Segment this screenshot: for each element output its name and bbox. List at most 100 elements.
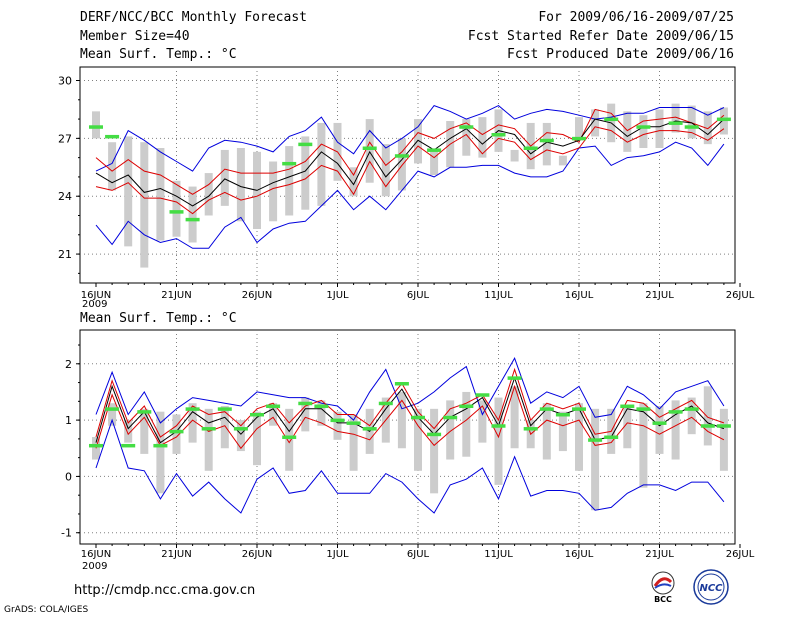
variable-label: Mean Surf. Temp.: °C bbox=[80, 47, 237, 62]
observed-marker bbox=[459, 125, 474, 129]
x-tick-label: 21JUN bbox=[161, 290, 191, 301]
plot-frame bbox=[79, 66, 736, 284]
y-tick-label: 24 bbox=[58, 190, 72, 203]
x-tick-label: 1JUL bbox=[326, 290, 349, 301]
observed-marker bbox=[298, 401, 313, 406]
y-tick-label: 21 bbox=[58, 248, 72, 261]
x-year-label: 2009 bbox=[82, 561, 107, 572]
upper-spread-line bbox=[95, 367, 725, 438]
range-bar bbox=[317, 122, 326, 206]
range-bar bbox=[285, 408, 294, 471]
range-bar bbox=[575, 117, 583, 139]
range-bar bbox=[430, 408, 439, 494]
observed-marker bbox=[394, 382, 409, 386]
range-bar bbox=[92, 111, 100, 139]
observed-marker bbox=[427, 148, 442, 152]
range-bar bbox=[220, 149, 229, 206]
observed-marker bbox=[362, 146, 377, 150]
range-bar bbox=[301, 397, 310, 432]
observed-marker bbox=[427, 432, 442, 437]
observed-marker bbox=[668, 121, 683, 125]
range-bar bbox=[204, 173, 213, 216]
range-bar bbox=[108, 142, 117, 191]
observed-marker bbox=[716, 424, 731, 428]
x-tick-label: 16JUL bbox=[565, 290, 594, 301]
observed-marker bbox=[282, 161, 297, 166]
observed-marker bbox=[716, 117, 731, 122]
range-bar bbox=[558, 411, 567, 452]
range-bar bbox=[494, 397, 503, 485]
range-bar bbox=[591, 109, 600, 137]
observed-marker bbox=[636, 407, 651, 411]
observed-marker bbox=[89, 443, 103, 448]
observed-marker bbox=[700, 424, 715, 428]
x-tick-label: 26JUN bbox=[242, 549, 272, 560]
range-bar bbox=[301, 136, 310, 210]
range-bar bbox=[188, 186, 197, 243]
observed-marker bbox=[105, 134, 120, 139]
y-tick-label: 27 bbox=[58, 132, 72, 145]
x-tick-label: 11JUL bbox=[484, 290, 513, 301]
observed-marker bbox=[491, 424, 506, 428]
x-tick-label: 11JUL bbox=[484, 549, 513, 560]
observed-marker bbox=[233, 427, 248, 431]
y-tick-label: 2 bbox=[65, 358, 72, 371]
lower-spread-line bbox=[95, 126, 725, 215]
x-tick-label: 21JUL bbox=[645, 549, 674, 560]
grads-credit: GrADS: COLA/IGES bbox=[4, 605, 89, 615]
range-bar bbox=[542, 122, 551, 166]
x-tick-label: 6JUL bbox=[407, 290, 430, 301]
range-bar bbox=[349, 167, 358, 197]
range-bar bbox=[285, 146, 294, 216]
range-bar bbox=[671, 103, 680, 133]
observed-marker bbox=[314, 404, 329, 409]
chart-panel-2: -1 0 1 2 16JUN 21JUN 26JUN 1JUL 6JUL 11JUL 16JUL 21… bbox=[61, 329, 755, 572]
range-bar bbox=[623, 111, 632, 152]
range-bar bbox=[140, 408, 149, 454]
range-bar bbox=[462, 391, 471, 457]
observed-marker bbox=[411, 415, 425, 420]
observed-marker bbox=[201, 427, 216, 431]
range-bar bbox=[703, 111, 712, 145]
x-tick-label: 16JUL bbox=[565, 549, 594, 560]
range-bar bbox=[558, 155, 567, 166]
range-bar bbox=[124, 136, 133, 247]
observed-marker bbox=[604, 117, 619, 122]
range-bar bbox=[719, 408, 728, 471]
observed-marker bbox=[250, 412, 264, 417]
observed-marker bbox=[604, 435, 619, 439]
ncc-logo: NCC bbox=[688, 568, 734, 606]
range-bar bbox=[623, 406, 632, 449]
observed-marker bbox=[443, 415, 458, 420]
range-bar bbox=[172, 414, 181, 454]
y-tick-label: 30 bbox=[58, 75, 72, 88]
observed-marker bbox=[121, 443, 136, 448]
observed-marker bbox=[298, 142, 313, 147]
range-bar bbox=[188, 403, 197, 443]
range-bar bbox=[236, 420, 245, 452]
website-url[interactable]: http://cmdp.ncc.cma.gov.cn bbox=[74, 583, 256, 598]
range-bar bbox=[575, 403, 583, 471]
observed-marker bbox=[394, 154, 409, 158]
x-tick-label: 16JUN bbox=[81, 290, 111, 301]
observed-marker bbox=[491, 133, 506, 137]
x-year-label: 2009 bbox=[82, 299, 107, 310]
range-bar bbox=[510, 149, 519, 162]
range-bar bbox=[671, 400, 680, 460]
upper-spread-line bbox=[95, 108, 725, 195]
range-bar bbox=[333, 411, 342, 440]
observed-marker bbox=[620, 404, 635, 409]
observed-marker bbox=[668, 410, 683, 414]
ensemble-min-line bbox=[95, 418, 725, 514]
chart-title: DERF/NCC/BCC Monthly Forecast bbox=[80, 10, 307, 25]
panel-title: Mean Surf. Temp.: °C bbox=[80, 311, 237, 326]
observed-marker bbox=[169, 429, 184, 434]
ensemble-max-line bbox=[95, 105, 725, 172]
range-bar bbox=[236, 148, 245, 222]
range-bar bbox=[156, 411, 165, 494]
range-bar bbox=[365, 119, 374, 183]
observed-marker bbox=[475, 393, 490, 397]
observed-marker bbox=[572, 407, 586, 411]
observed-marker bbox=[507, 376, 522, 380]
